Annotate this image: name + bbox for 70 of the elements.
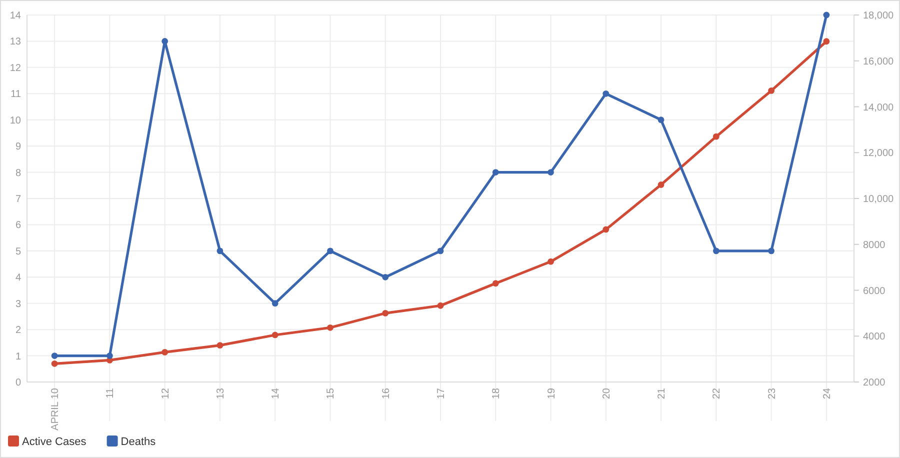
- x-tick-label: 17: [436, 388, 447, 400]
- point: [658, 116, 664, 124]
- point: [492, 169, 499, 176]
- point: [51, 360, 58, 367]
- point: [602, 226, 610, 233]
- point: [216, 248, 224, 254]
- point: [272, 332, 278, 338]
- point: [823, 12, 830, 18]
- point: [712, 248, 720, 254]
- point: [162, 348, 168, 356]
- y-tick-label: 1: [15, 351, 22, 362]
- x-tick-label: 24: [822, 388, 833, 400]
- x-tick-label: 13: [215, 388, 226, 400]
- y-tick-label: 5: [15, 246, 22, 258]
- y2-tick-label: 12,000: [863, 148, 894, 160]
- point: [658, 182, 664, 188]
- point: [272, 300, 278, 307]
- point: [382, 274, 389, 280]
- point: [823, 38, 830, 45]
- x-tick-label: 20: [601, 388, 612, 400]
- y-tick-label: 9: [15, 142, 22, 153]
- point: [382, 310, 389, 316]
- y-tick-label: 2: [15, 325, 22, 336]
- y2-tick-label: 10,000: [863, 194, 894, 205]
- x-tick-label: 22: [712, 388, 723, 400]
- point: [216, 342, 224, 348]
- y-tick-label: 4: [15, 272, 22, 284]
- point: [162, 38, 168, 44]
- y-tick-label: 3: [15, 298, 22, 310]
- x-tick-label: APRIL 10: [50, 388, 62, 430]
- y2-tick-label: 6000: [863, 286, 886, 297]
- x-tick-label: 23: [766, 388, 778, 400]
- y2-tick-label: 18,000: [863, 10, 894, 22]
- y2-tick-label: 4000: [863, 332, 886, 343]
- x-tick-label: 15: [326, 388, 337, 400]
- point: [712, 133, 720, 140]
- point: [437, 302, 444, 309]
- point: [327, 324, 334, 331]
- x-tick-label: 11: [105, 388, 116, 398]
- point: [768, 248, 774, 254]
- y-tick-label: 0: [15, 378, 22, 388]
- legend-label: Deaths: [120, 436, 156, 448]
- point: [548, 258, 554, 265]
- point: [548, 169, 554, 176]
- y-tick-label: 12: [10, 62, 22, 74]
- y2-tick-label: 8000: [863, 240, 886, 251]
- y-tick-label: 6: [15, 220, 22, 232]
- y2-tick-label: 2000: [863, 378, 886, 388]
- point: [602, 90, 610, 97]
- y-tick-label: 11: [10, 89, 22, 100]
- y2-tick-label: 16,000: [863, 56, 894, 68]
- point: [492, 280, 499, 287]
- y-tick-label: 8: [15, 168, 22, 179]
- y-tick-label: 14: [10, 10, 22, 22]
- point: [437, 248, 444, 254]
- point: [768, 87, 774, 94]
- x-tick-label: 18: [491, 388, 502, 400]
- y-tick-label: 13: [10, 36, 22, 48]
- legend-label: Active Cases: [22, 436, 87, 448]
- x-tick-label: 12: [160, 388, 172, 400]
- point: [51, 352, 58, 359]
- point: [327, 248, 334, 254]
- y2-tick-label: 14,000: [863, 102, 894, 114]
- y-tick-label: 7: [15, 194, 22, 205]
- x-tick-label: 19: [546, 388, 558, 400]
- y-tick-label: 10: [10, 115, 22, 126]
- x-tick-label: 16: [380, 388, 392, 400]
- point: [106, 352, 113, 359]
- x-tick-label: 21: [656, 388, 668, 400]
- x-tick-label: 14: [270, 388, 282, 400]
